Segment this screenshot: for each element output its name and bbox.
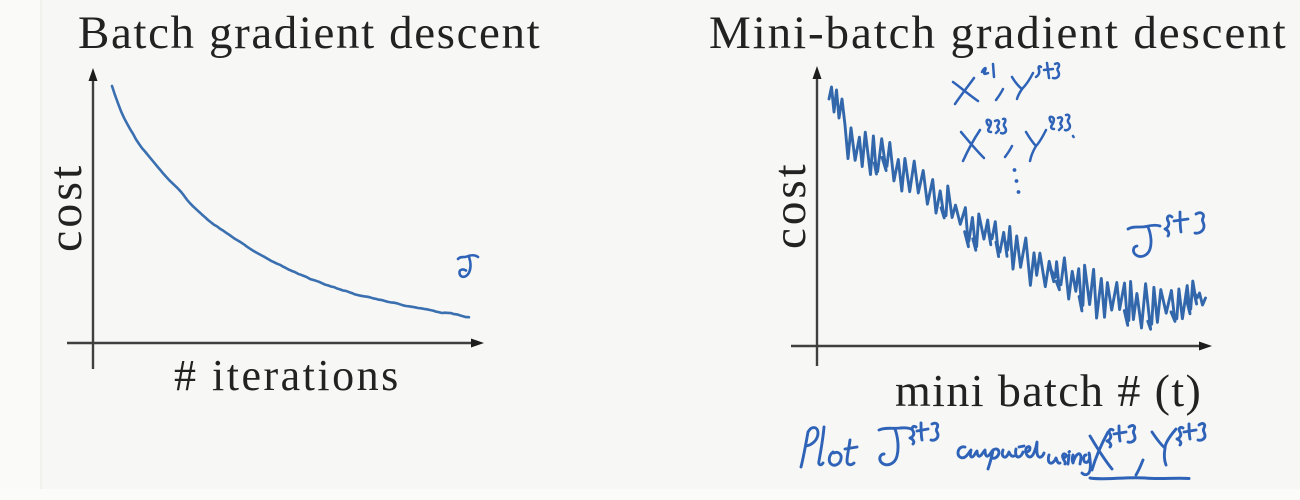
svg-text:# iterations: # iterations: [174, 351, 401, 400]
svg-text:Mini-batch gradient descent: Mini-batch gradient descent: [709, 7, 1288, 59]
svg-text:cost: cost: [764, 161, 816, 249]
svg-text:Batch gradient descent: Batch gradient descent: [78, 7, 541, 59]
svg-text:cost: cost: [39, 163, 92, 252]
svg-text:mini batch # (t): mini batch # (t): [895, 365, 1202, 416]
